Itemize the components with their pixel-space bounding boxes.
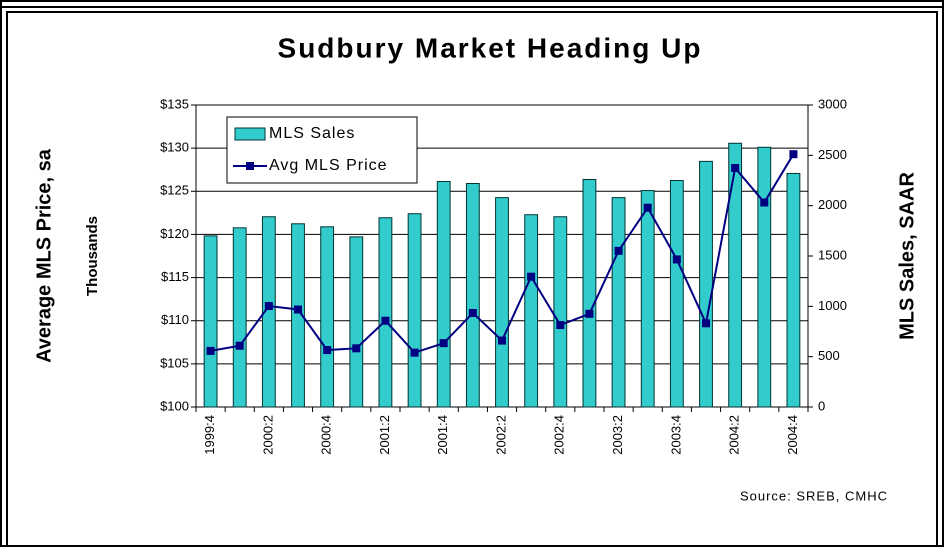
line-marker: [672, 255, 681, 264]
bar: [669, 180, 684, 408]
y2-tick-label: 1000: [818, 298, 847, 313]
y2-tick-label: 2000: [818, 197, 847, 212]
bar: [465, 183, 480, 408]
line-marker: [206, 346, 215, 355]
x-tick-label: 2000:2: [260, 415, 275, 455]
y-tick-label: $125: [160, 183, 189, 198]
line-marker: [527, 272, 536, 281]
line-marker: [614, 246, 623, 255]
bar: [699, 160, 713, 408]
bar: [261, 216, 276, 408]
legend-label: Avg MLS Price: [269, 157, 388, 174]
bar: [495, 197, 509, 408]
bar: [349, 236, 364, 408]
y-axis-label: Average MLS Price, sa: [33, 148, 55, 363]
y2-axis-label: MLS Sales, SAAR: [896, 172, 918, 340]
line-marker: [585, 309, 594, 318]
y2-tick-label: 2500: [818, 147, 847, 162]
y2-tick-label: 1500: [818, 247, 847, 262]
bar: [407, 213, 422, 408]
line-marker: [323, 346, 332, 355]
chart-title: Sudbury Market Heading Up: [278, 32, 703, 63]
bar: [553, 216, 568, 408]
line-marker: [468, 308, 477, 317]
line-marker: [294, 305, 302, 314]
bar: [232, 227, 247, 408]
bar: [203, 235, 218, 408]
x-tick-label: 2001:4: [435, 415, 450, 455]
x-tick-label: 2004:2: [727, 415, 742, 455]
y-tick-label: $100: [160, 398, 189, 413]
line-marker: [352, 344, 361, 353]
line-marker: [760, 198, 769, 207]
bar: [320, 226, 335, 408]
y2-tick-label: 3000: [818, 96, 847, 111]
bar: [640, 190, 655, 408]
line-marker: [789, 150, 798, 159]
bar: [291, 223, 305, 408]
x-tick-label: 2004:4: [785, 415, 800, 455]
legend-marker: [246, 162, 254, 170]
x-tick-label: 2003:4: [668, 415, 683, 455]
line-marker: [410, 348, 419, 357]
y2-tick-label: 500: [818, 348, 840, 363]
bar: [757, 146, 772, 408]
bar: [728, 142, 743, 408]
x-tick-label: 2002:4: [552, 415, 567, 455]
line-marker: [643, 203, 652, 212]
y-axis-sublabel: Thousands: [84, 216, 101, 296]
line-marker: [498, 336, 506, 345]
x-tick-label: 1999:4: [202, 415, 217, 455]
line-marker: [381, 316, 390, 325]
x-tick-label: 2001:2: [377, 415, 392, 455]
line-marker: [556, 321, 565, 330]
y-tick-label: $110: [161, 312, 189, 327]
y-tick-label: $130: [160, 140, 189, 155]
line-marker: [439, 339, 448, 348]
bar: [582, 178, 597, 408]
legend-swatch: [234, 127, 266, 141]
legend-label: MLS Sales: [269, 125, 355, 142]
y-tick-label: $120: [160, 226, 189, 241]
line-marker: [702, 319, 710, 328]
x-tick-label: 2003:2: [610, 415, 625, 455]
y-tick-label: $105: [160, 355, 189, 370]
bar: [378, 217, 393, 408]
bar: [786, 172, 801, 408]
line-marker: [235, 341, 244, 350]
x-tick-label: 2000:4: [319, 415, 334, 455]
y2-tick-label: 0: [818, 398, 825, 413]
bar: [436, 181, 451, 408]
source-note: Source: SREB, CMHC: [740, 488, 888, 503]
y-tick-label: $115: [161, 269, 189, 284]
inner-frame: [6, 11, 938, 547]
y-tick-label: $135: [160, 96, 189, 111]
bar: [611, 197, 626, 408]
bar: [524, 214, 539, 408]
line-marker: [264, 302, 273, 311]
x-tick-label: 2002:2: [493, 415, 508, 455]
line-marker: [731, 163, 740, 172]
